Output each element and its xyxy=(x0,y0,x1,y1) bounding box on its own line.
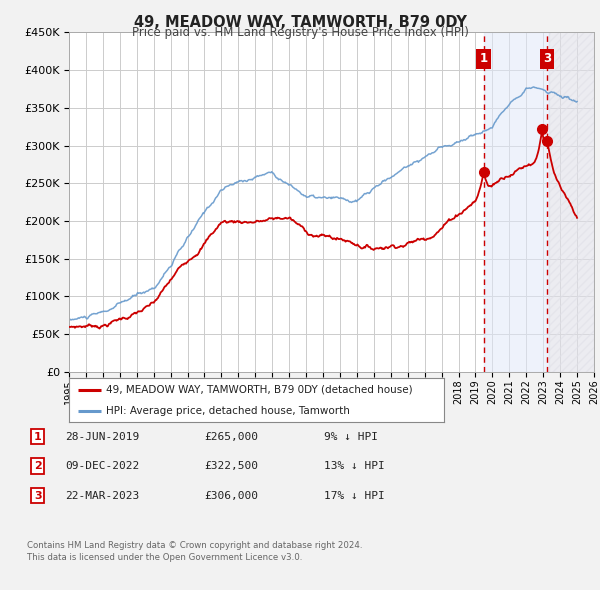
Text: £306,000: £306,000 xyxy=(204,491,258,500)
Text: 49, MEADOW WAY, TAMWORTH, B79 0DY (detached house): 49, MEADOW WAY, TAMWORTH, B79 0DY (detac… xyxy=(107,385,413,395)
Text: 3: 3 xyxy=(543,53,551,65)
Text: 3: 3 xyxy=(34,491,41,500)
Bar xyxy=(550,32,594,372)
Text: £322,500: £322,500 xyxy=(204,461,258,471)
Text: 17% ↓ HPI: 17% ↓ HPI xyxy=(324,491,385,500)
Text: 28-JUN-2019: 28-JUN-2019 xyxy=(65,432,139,441)
Bar xyxy=(484,32,550,372)
Text: This data is licensed under the Open Government Licence v3.0.: This data is licensed under the Open Gov… xyxy=(27,553,302,562)
Text: 49, MEADOW WAY, TAMWORTH, B79 0DY: 49, MEADOW WAY, TAMWORTH, B79 0DY xyxy=(134,15,466,30)
Text: 1: 1 xyxy=(34,432,41,441)
Text: 2: 2 xyxy=(34,461,41,471)
Text: Contains HM Land Registry data © Crown copyright and database right 2024.: Contains HM Land Registry data © Crown c… xyxy=(27,541,362,550)
Text: 9% ↓ HPI: 9% ↓ HPI xyxy=(324,432,378,441)
Text: 22-MAR-2023: 22-MAR-2023 xyxy=(65,491,139,500)
Text: £265,000: £265,000 xyxy=(204,432,258,441)
Text: 1: 1 xyxy=(479,53,488,65)
Text: 13% ↓ HPI: 13% ↓ HPI xyxy=(324,461,385,471)
Text: HPI: Average price, detached house, Tamworth: HPI: Average price, detached house, Tamw… xyxy=(107,406,350,416)
Text: Price paid vs. HM Land Registry's House Price Index (HPI): Price paid vs. HM Land Registry's House … xyxy=(131,26,469,39)
Text: 09-DEC-2022: 09-DEC-2022 xyxy=(65,461,139,471)
